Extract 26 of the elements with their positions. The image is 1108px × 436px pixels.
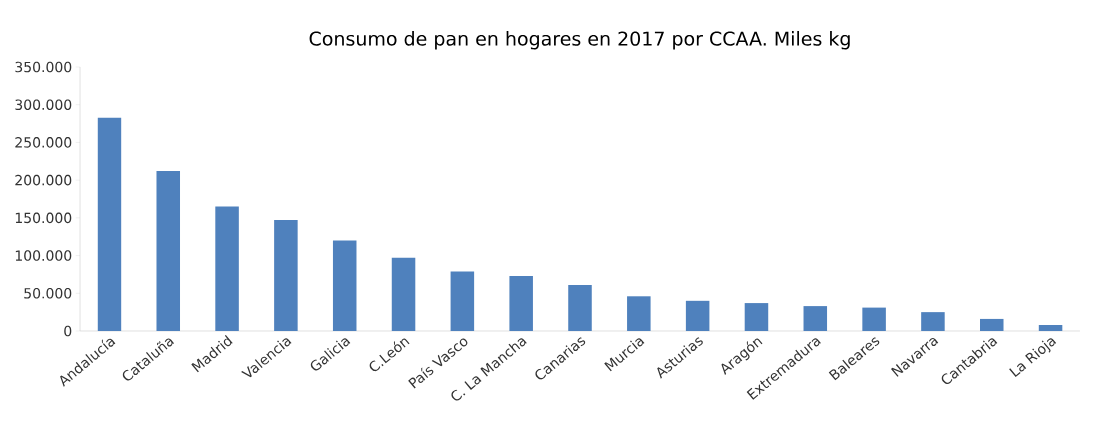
bar <box>274 220 298 331</box>
bar <box>156 171 181 331</box>
y-tick-label: 150.000 <box>15 212 72 224</box>
bar <box>332 240 357 331</box>
bar <box>744 303 769 331</box>
bar <box>509 275 533 331</box>
y-tick-label: 100.000 <box>15 250 72 261</box>
bar <box>568 284 592 331</box>
bar <box>803 306 828 331</box>
y-tick-label: 0 <box>64 325 72 337</box>
bar <box>391 257 416 331</box>
bar <box>685 300 710 331</box>
bar <box>97 117 122 331</box>
y-tick-label: 250.000 <box>15 137 72 148</box>
bar <box>979 318 1004 331</box>
y-tick-label: 50.000 <box>24 287 72 299</box>
bar <box>215 206 239 331</box>
y-tick-label: 200.000 <box>15 174 72 186</box>
bar <box>1038 324 1063 331</box>
y-tick-label: 300.000 <box>15 99 72 111</box>
bar <box>921 312 945 331</box>
chart-title: Consumo de pan en hogares en 2017 por CCAA. Miles kg <box>309 31 850 50</box>
y-tick-label: 350.000 <box>15 61 72 73</box>
bar <box>862 307 886 331</box>
bar <box>450 271 475 331</box>
bar <box>627 296 651 331</box>
